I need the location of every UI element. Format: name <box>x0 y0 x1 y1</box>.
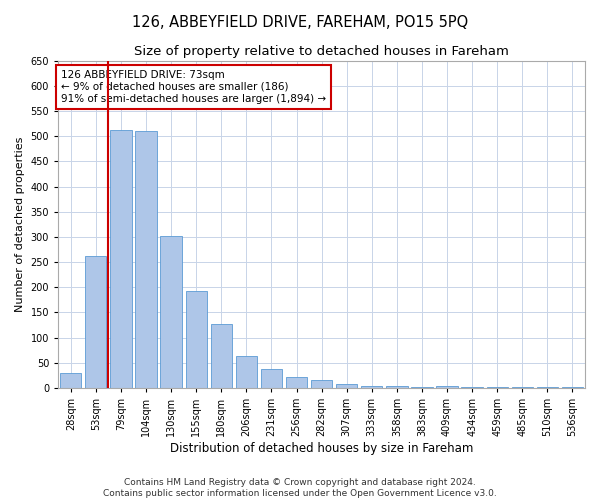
Bar <box>160 236 182 388</box>
Bar <box>537 387 558 388</box>
Bar <box>236 356 257 388</box>
Bar <box>136 130 157 388</box>
Title: Size of property relative to detached houses in Fareham: Size of property relative to detached ho… <box>134 45 509 58</box>
Bar <box>386 386 407 388</box>
Bar <box>562 386 583 388</box>
Bar <box>436 386 458 388</box>
Bar <box>461 386 483 388</box>
Bar <box>512 387 533 388</box>
Bar <box>261 370 282 388</box>
Bar <box>185 291 207 388</box>
Bar <box>411 386 433 388</box>
Bar <box>85 256 106 388</box>
Y-axis label: Number of detached properties: Number of detached properties <box>15 136 25 312</box>
Bar <box>487 387 508 388</box>
Bar <box>311 380 332 388</box>
Bar <box>211 324 232 388</box>
Text: 126, ABBEYFIELD DRIVE, FAREHAM, PO15 5PQ: 126, ABBEYFIELD DRIVE, FAREHAM, PO15 5PQ <box>132 15 468 30</box>
Bar <box>110 130 131 388</box>
Bar <box>336 384 358 388</box>
Bar <box>60 373 82 388</box>
Bar <box>361 386 382 388</box>
Text: 126 ABBEYFIELD DRIVE: 73sqm
← 9% of detached houses are smaller (186)
91% of sem: 126 ABBEYFIELD DRIVE: 73sqm ← 9% of deta… <box>61 70 326 104</box>
X-axis label: Distribution of detached houses by size in Fareham: Distribution of detached houses by size … <box>170 442 473 455</box>
Bar <box>286 377 307 388</box>
Text: Contains HM Land Registry data © Crown copyright and database right 2024.
Contai: Contains HM Land Registry data © Crown c… <box>103 478 497 498</box>
